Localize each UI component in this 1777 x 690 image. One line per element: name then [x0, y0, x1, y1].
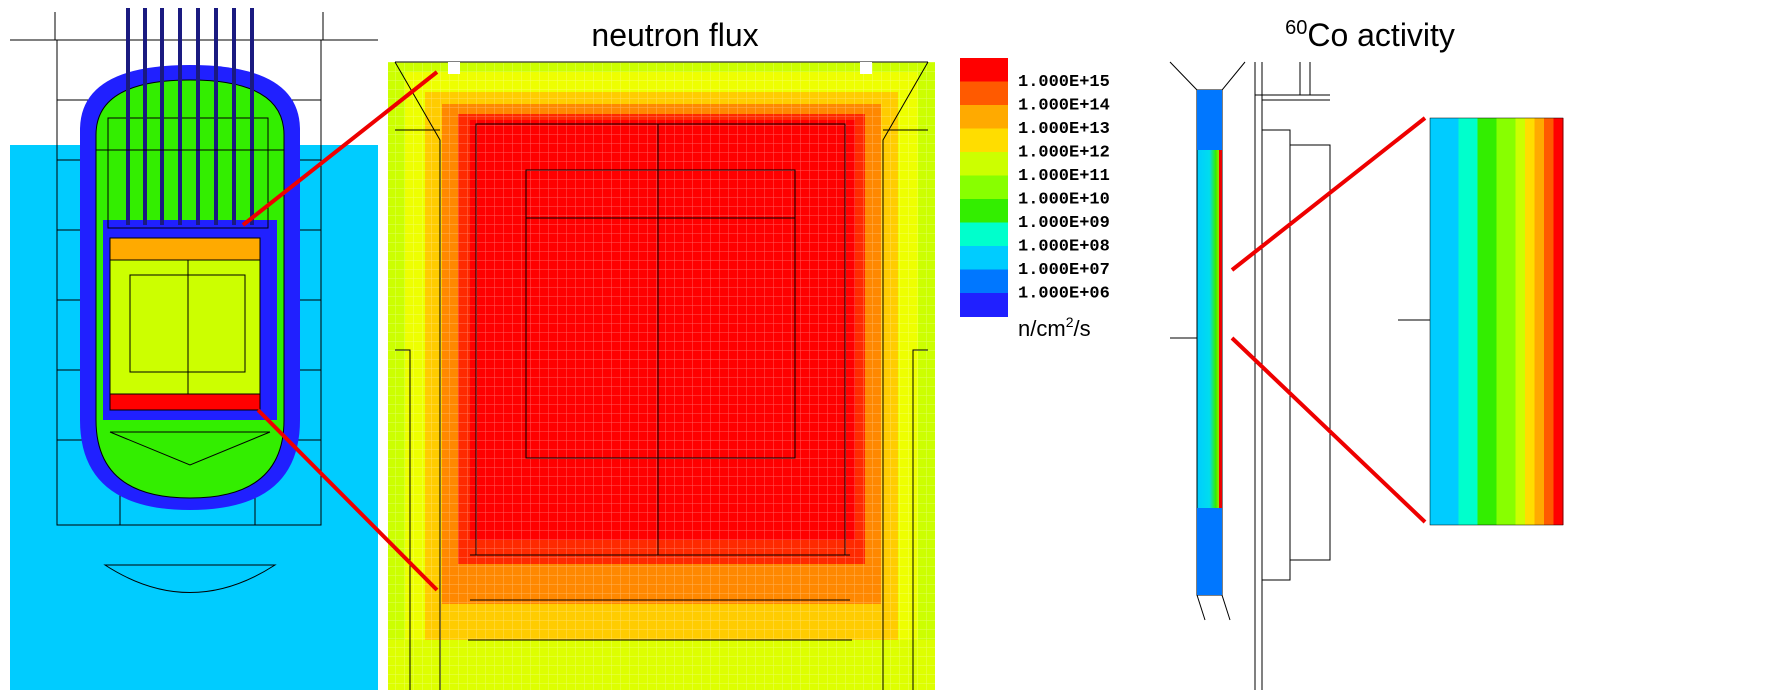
reactor-geometry [10, 8, 378, 690]
activity-geometry [1170, 62, 1564, 690]
activity-superscript: 60 [1285, 17, 1307, 39]
activity-stripe [1478, 118, 1488, 525]
activity-stripe [1516, 118, 1526, 525]
figure: neutron flux 1.000E+15 1.000E+14 1.000E+13… [0, 0, 1777, 690]
activity-stripe [1468, 118, 1478, 525]
activity-stripe [1449, 118, 1459, 525]
activity-zoom [1430, 118, 1564, 525]
legend-label: 1.000E+11 [1018, 167, 1110, 186]
legend-swatch [960, 246, 1008, 270]
activity-title: 60Co activity [1285, 17, 1455, 53]
activity-stripe [1525, 118, 1535, 525]
unit-superscript: 2 [1066, 314, 1074, 330]
legend-swatch [960, 176, 1008, 200]
activity-text: Co activity [1307, 17, 1455, 53]
activity-stripe [1487, 118, 1497, 525]
legend-swatch [960, 223, 1008, 247]
legend: 1.000E+15 1.000E+14 1.000E+13 1.000E+12 1.00… [960, 58, 1110, 317]
legend-label: 1.000E+14 [1018, 96, 1110, 115]
activity-stripe [1554, 118, 1564, 525]
activity-stripe [1440, 118, 1450, 525]
legend-label: 1.000E+07 [1018, 261, 1110, 280]
legend-swatch [960, 82, 1008, 106]
activity-stripe [1497, 118, 1507, 525]
flux-title: neutron flux [591, 17, 758, 53]
zoom-line [1232, 118, 1425, 522]
flux-map [388, 62, 935, 690]
legend-swatch [960, 129, 1008, 153]
legend-unit: n/cm2/s [1018, 314, 1091, 341]
legend-swatch [960, 152, 1008, 176]
legend-label: 1.000E+06 [1018, 284, 1110, 303]
legend-label: 1.000E+09 [1018, 214, 1110, 233]
activity-stripe [1535, 118, 1545, 525]
activity-stripe [1459, 118, 1469, 525]
legend-label: 1.000E+15 [1018, 73, 1110, 92]
legend-swatch [960, 293, 1008, 317]
legend-swatch [960, 199, 1008, 223]
legend-swatch [960, 58, 1008, 82]
legend-label: 1.000E+08 [1018, 237, 1110, 256]
legend-label: 1.000E+12 [1018, 143, 1110, 162]
legend-swatch [960, 105, 1008, 129]
unit-suffix: /s [1073, 316, 1090, 341]
activity-stripe [1544, 118, 1554, 525]
legend-swatch [960, 270, 1008, 294]
unit-base: n/cm [1018, 316, 1066, 341]
legend-label: 1.000E+10 [1018, 190, 1110, 209]
legend-label: 1.000E+13 [1018, 120, 1110, 139]
activity-stripe [1506, 118, 1516, 525]
activity-stripe [1430, 118, 1440, 525]
